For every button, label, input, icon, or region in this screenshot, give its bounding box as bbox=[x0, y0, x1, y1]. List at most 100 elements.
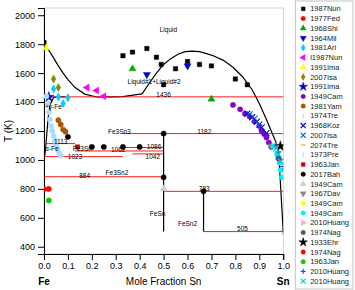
legend-item: 2007Isa bbox=[301, 131, 338, 140]
point bbox=[46, 110, 51, 115]
point bbox=[44, 94, 49, 99]
tick: 0.0 bbox=[38, 254, 51, 271]
legend-label: 2017Bah bbox=[310, 170, 340, 179]
legend-item: 2007Isa bbox=[301, 73, 338, 82]
point bbox=[230, 102, 235, 107]
legend-marker bbox=[301, 201, 305, 205]
tick: 0.7 bbox=[206, 254, 219, 271]
legend-marker bbox=[301, 163, 305, 167]
legend-marker bbox=[300, 36, 306, 41]
point bbox=[263, 130, 269, 136]
legend-item: 2074Tre bbox=[301, 141, 338, 150]
point bbox=[49, 123, 54, 128]
legend-label: 2074Tre bbox=[310, 141, 338, 150]
tick-mark bbox=[38, 102, 44, 103]
legend-marker bbox=[301, 269, 306, 274]
tick-mark bbox=[164, 254, 165, 260]
tick: 0.4 bbox=[134, 254, 147, 271]
legend-marker bbox=[301, 73, 305, 80]
point bbox=[121, 54, 125, 58]
point bbox=[56, 83, 61, 91]
tick-label: 0.4 bbox=[134, 261, 147, 271]
axis-end-label: Fe bbox=[38, 276, 50, 287]
point bbox=[159, 62, 163, 66]
point bbox=[66, 94, 71, 102]
legend-marker bbox=[301, 104, 305, 108]
legend-item: 1949Cam bbox=[301, 199, 343, 208]
annotation: 1436 bbox=[156, 91, 171, 98]
legend-marker bbox=[300, 54, 305, 60]
annotation: Fe3Sn bbox=[73, 145, 93, 152]
annotation: 505 bbox=[237, 225, 248, 232]
legend-marker bbox=[301, 259, 305, 263]
point bbox=[83, 84, 89, 91]
legend: 1987Nun1977Fed1968Shi1964Mil1981Aril1987… bbox=[295, 1, 353, 289]
tick: 0.2 bbox=[86, 254, 99, 271]
annotation: α-Fe bbox=[45, 145, 59, 152]
tick-label: 600 bbox=[20, 213, 35, 223]
point bbox=[185, 59, 189, 63]
legend-item: 1949Cam bbox=[300, 180, 343, 189]
point bbox=[100, 93, 106, 100]
annotations: 1436118210861062111310238847835051042Liq… bbox=[38, 26, 289, 287]
legend-marker bbox=[301, 230, 305, 234]
tick: 1400 bbox=[15, 97, 44, 107]
tick-label: 0.9 bbox=[254, 261, 267, 271]
point bbox=[154, 55, 158, 59]
scatter-group bbox=[44, 40, 250, 87]
legend-marker bbox=[300, 25, 306, 30]
point bbox=[275, 151, 281, 157]
tick-label: 1400 bbox=[15, 97, 35, 107]
legend-item: 1974Nag bbox=[301, 248, 341, 257]
legend-item: 1949Cam bbox=[301, 209, 343, 218]
tick-mark bbox=[140, 254, 141, 260]
legend-marker bbox=[301, 279, 306, 284]
annotation: Liquid#1+Liquid#2 bbox=[128, 78, 181, 86]
point bbox=[245, 82, 249, 86]
legend-marker bbox=[301, 133, 306, 138]
legend-label: 2010Huang bbox=[310, 267, 349, 276]
legend-marker bbox=[299, 82, 308, 90]
point bbox=[47, 117, 52, 122]
tick-mark bbox=[38, 15, 44, 16]
tick-mark bbox=[38, 189, 44, 190]
tick: 1.0 bbox=[277, 254, 290, 271]
scatter-group bbox=[244, 111, 269, 137]
annotation: Fe3Sn2 bbox=[106, 169, 129, 176]
legend-label: 1974Nag bbox=[310, 228, 340, 237]
tick-mark bbox=[283, 254, 284, 260]
tick-label: 1.0 bbox=[277, 261, 290, 271]
annotation: 783 bbox=[199, 185, 210, 192]
legend-item: 1991Ima bbox=[300, 63, 340, 72]
point bbox=[279, 175, 283, 180]
point bbox=[58, 122, 63, 127]
point bbox=[278, 158, 283, 164]
point bbox=[145, 46, 149, 50]
point bbox=[280, 163, 283, 169]
point bbox=[63, 129, 68, 134]
legend-label: 2007Isa bbox=[310, 73, 338, 82]
scatter-group bbox=[247, 111, 263, 127]
legend-item: 1964Mil bbox=[300, 34, 337, 43]
tick: 0.1 bbox=[62, 254, 75, 271]
legend-marker bbox=[301, 220, 306, 226]
scatter-group bbox=[56, 118, 68, 135]
legend-item: 2010Huang bbox=[301, 218, 349, 227]
point bbox=[46, 186, 51, 191]
tick: 600 bbox=[20, 213, 44, 223]
point bbox=[208, 95, 215, 101]
legend-label: 1949Cam bbox=[310, 180, 343, 189]
legend-label: 1968Koz bbox=[310, 121, 340, 130]
legend-item: 1973Pre bbox=[303, 150, 338, 159]
legend-label: 1987Nun bbox=[310, 4, 340, 13]
tick: 0.8 bbox=[230, 254, 243, 271]
tick-mark bbox=[38, 73, 44, 74]
marks bbox=[44, 40, 283, 234]
legend-label: 1963Jan bbox=[310, 160, 339, 169]
legend-item: 1987Nun bbox=[301, 4, 340, 13]
legend-item: 1933Ehr bbox=[299, 238, 339, 247]
tick-label: 0.6 bbox=[182, 261, 195, 271]
legend-frame bbox=[295, 1, 353, 289]
legend-item: 1968Shi bbox=[300, 24, 338, 33]
tick-mark bbox=[188, 254, 189, 260]
